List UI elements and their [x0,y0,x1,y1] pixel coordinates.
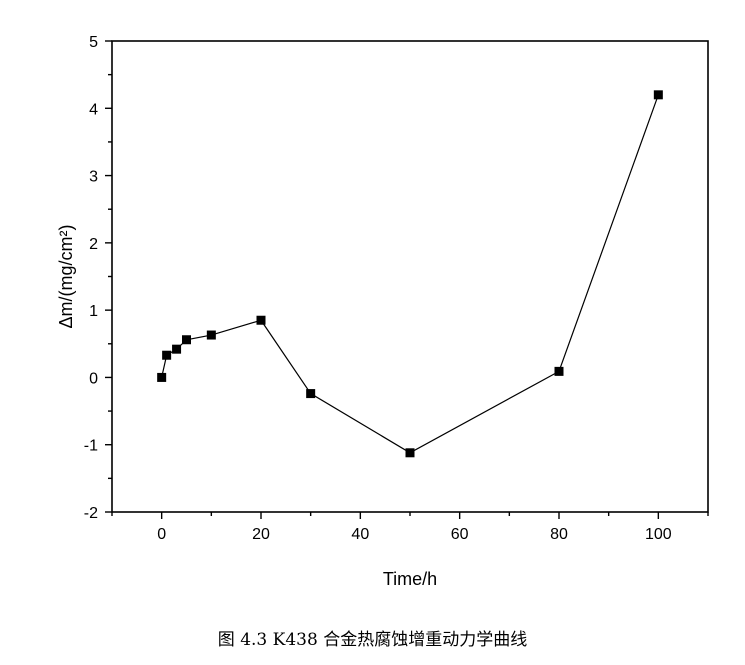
y-tick-label: 0 [89,370,98,387]
y-tick-label: 5 [89,34,98,51]
data-point [162,350,172,360]
x-tick-label: 100 [645,526,672,543]
y-tick-label: -2 [84,505,98,522]
series-layer [157,90,663,458]
x-tick-label: 60 [451,526,469,543]
data-point [172,344,182,354]
y-tick-label: 4 [89,101,98,118]
x-tick-label: 0 [157,526,166,543]
x-tick-label: 40 [351,526,369,543]
x-tick-label: 80 [550,526,568,543]
data-point [653,90,663,100]
y-tick-label: 3 [89,169,98,186]
y-tick-label: 1 [89,303,98,320]
data-point [182,335,191,345]
y-axis-label: Δm/(mg/cm²) [56,224,76,328]
y-tick-label: -1 [84,438,98,455]
data-point [256,315,266,325]
chart: 0 20 40 60 80 100 -2 -1 0 1 2 3 4 5 Time/h Δm/(mg/cm²… [56,34,709,589]
data-point [554,366,564,376]
data-point [405,448,415,458]
chart-axes: 0 20 40 60 80 100 -2 -1 0 1 2 3 4 5 [84,34,709,543]
plot-frame [111,40,709,513]
series-line [161,94,659,454]
x-axis-label: Time/h [383,569,437,589]
data-point [206,330,216,340]
y-tick-label: 2 [89,236,98,253]
figure-caption: 图 4.3 K438 合金热腐蚀增重动力学曲线 [217,630,528,650]
data-point [306,389,316,399]
x-tick-label: 20 [252,526,270,543]
data-point [157,372,167,382]
